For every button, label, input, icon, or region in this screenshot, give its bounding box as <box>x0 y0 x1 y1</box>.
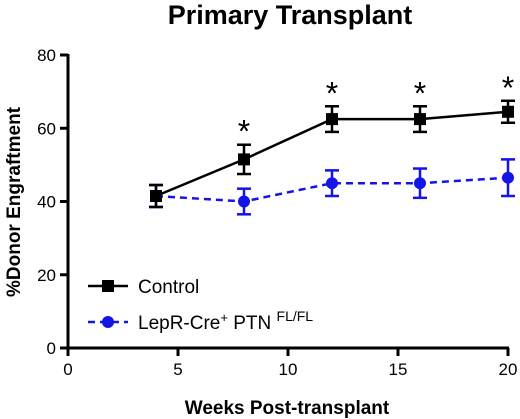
chart-title: Primary Transplant <box>168 0 413 30</box>
y-axis-label: %Donor Engraftment <box>4 106 25 297</box>
y-tick-label: 60 <box>37 119 56 138</box>
marker-square <box>414 113 426 126</box>
y-tick-label: 80 <box>37 46 56 65</box>
marker-circle <box>238 195 250 208</box>
series-layer <box>149 99 515 216</box>
legend-marker-control <box>102 280 114 292</box>
marker-square <box>150 190 162 203</box>
marker-circle <box>326 177 338 190</box>
x-tick-label: 0 <box>63 360 72 379</box>
significance-star: * <box>414 75 426 111</box>
annotation-layer: * * * * <box>238 70 514 150</box>
significance-star: * <box>326 75 338 111</box>
x-tick-label: 15 <box>389 360 408 379</box>
series-lepr-cre-ptn <box>149 158 515 216</box>
legend-label-control: Control <box>138 277 199 298</box>
marker-circle <box>414 177 426 190</box>
x-axis-label: Weeks Post-transplant <box>185 398 390 419</box>
x-tick-label: 10 <box>279 360 298 379</box>
marker-circle <box>502 171 514 184</box>
marker-square <box>502 105 514 118</box>
series-control <box>149 99 515 209</box>
legend-marker-lepr <box>102 316 114 328</box>
y-tick-label: 0 <box>47 339 56 358</box>
legend-label-lepr: LepR-Cre+ PTN FL/FL <box>138 308 313 334</box>
x-tick-label: 5 <box>173 360 182 379</box>
y-tick-label: 40 <box>37 193 56 212</box>
marker-square <box>238 153 250 166</box>
significance-star: * <box>238 114 250 150</box>
significance-star: * <box>502 70 514 106</box>
x-tick-label: 20 <box>499 360 518 379</box>
marker-square <box>326 113 338 126</box>
legend: Control LepR-Cre+ PTN FL/FL <box>88 277 313 334</box>
y-tick-label: 20 <box>37 266 56 285</box>
axes: 0 20 40 60 80 0 5 10 15 20 <box>37 46 517 379</box>
